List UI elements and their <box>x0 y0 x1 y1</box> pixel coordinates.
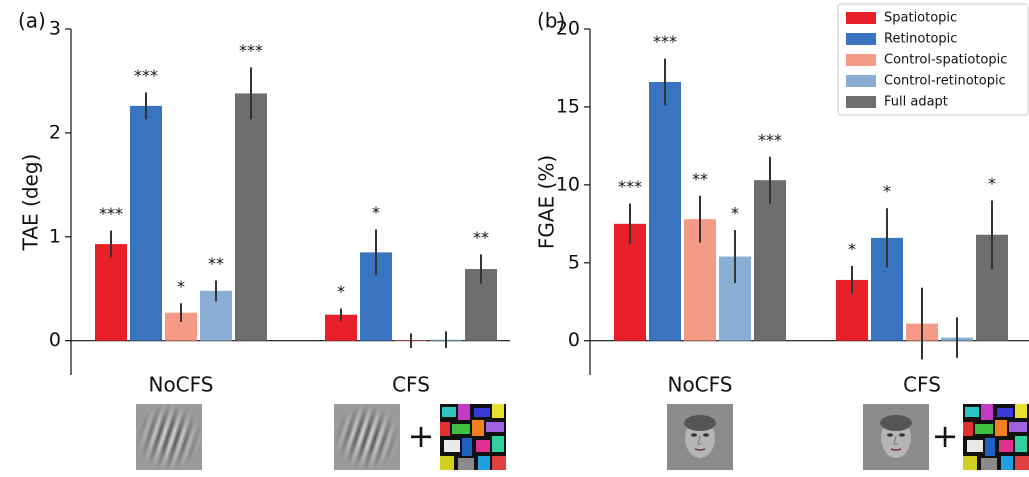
legend-swatch <box>846 96 876 108</box>
legend-label: Retinotopic <box>884 32 957 47</box>
legend-label: Control-spatiotopic <box>884 53 1007 68</box>
y-tick-label: 0 <box>49 329 61 351</box>
significance-label: *** <box>134 66 158 85</box>
significance-label: ** <box>208 254 224 273</box>
legend-label: Control-retinotopic <box>884 74 1006 89</box>
significance-label: * <box>848 239 856 258</box>
bar <box>235 93 267 341</box>
significance-label: *** <box>99 204 123 223</box>
y-tick-label: 3 <box>49 18 61 40</box>
y-tick-label: 5 <box>568 251 580 273</box>
significance-label: *** <box>758 130 782 149</box>
x-tick-label: CFS <box>392 373 430 397</box>
y-axis-label: FGAE (%) <box>535 155 559 249</box>
y-tick-label: 10 <box>556 173 580 195</box>
bar <box>95 244 127 341</box>
y-tick-label: 0 <box>568 329 580 351</box>
y-tick-label: 2 <box>49 121 61 143</box>
legend-swatch <box>846 54 876 66</box>
bar <box>130 105 162 341</box>
legend-box <box>837 3 1029 116</box>
significance-label: *** <box>618 177 642 196</box>
panel-label: (a) <box>18 9 46 33</box>
legend-label: Spatiotopic <box>884 11 957 26</box>
significance-label: *** <box>653 32 677 51</box>
y-tick-label: 15 <box>556 95 580 117</box>
face-stimulus <box>863 404 929 470</box>
legend-label: Full adapt <box>884 95 948 110</box>
grating-stimulus <box>136 404 202 470</box>
plus-sign: + <box>932 417 959 455</box>
significance-label: ** <box>473 228 489 247</box>
legend-swatch <box>846 75 876 87</box>
bar <box>754 180 786 341</box>
y-axis-label: TAE (deg) <box>19 154 43 252</box>
significance-label: * <box>731 204 739 223</box>
y-tick-label: 20 <box>556 18 580 40</box>
significance-label: * <box>372 203 380 222</box>
significance-label: *** <box>239 41 263 60</box>
bar <box>649 81 681 341</box>
x-tick-label: NoCFS <box>148 373 213 397</box>
noise-mask <box>963 404 1029 470</box>
plus-sign: + <box>408 417 435 455</box>
x-tick-label: NoCFS <box>667 373 732 397</box>
significance-label: * <box>988 174 996 193</box>
grating-stimulus <box>334 404 400 470</box>
significance-label: ** <box>692 169 708 188</box>
panel-label: (b) <box>537 9 565 33</box>
significance-label: * <box>177 277 185 296</box>
face-stimulus <box>667 404 733 470</box>
noise-mask <box>440 404 506 470</box>
legend-swatch <box>846 12 876 24</box>
significance-label: * <box>883 182 891 201</box>
x-tick-label: CFS <box>903 373 941 397</box>
legend-swatch <box>846 33 876 45</box>
y-tick-label: 1 <box>49 225 61 247</box>
significance-label: * <box>337 282 345 301</box>
